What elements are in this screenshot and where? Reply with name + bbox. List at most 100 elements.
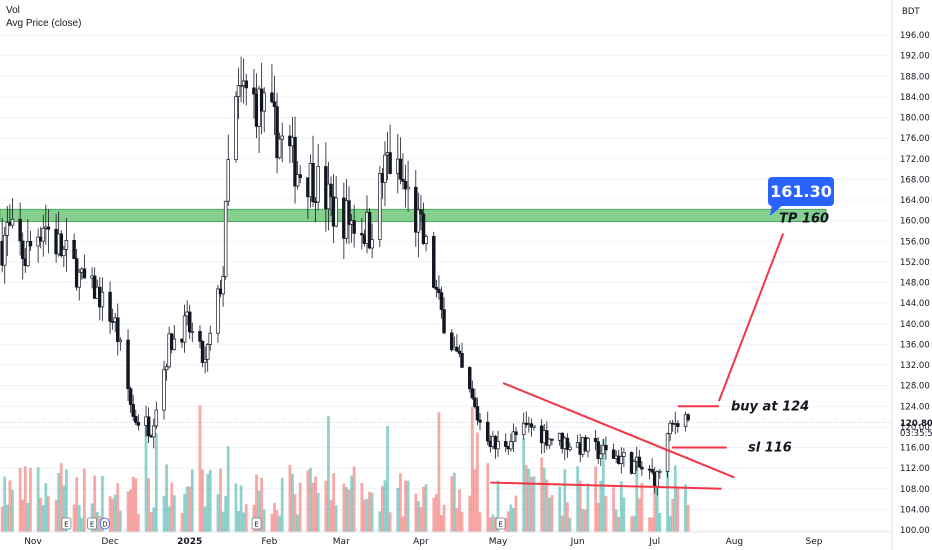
volume-bar — [658, 512, 662, 532]
volume-bar — [368, 491, 371, 532]
candle-body — [10, 218, 15, 226]
volume-bars — [0, 405, 690, 532]
price-tick-label: 136.00 — [900, 340, 930, 350]
candle-body — [686, 414, 690, 421]
candle-body — [655, 471, 660, 487]
volume-bar — [180, 512, 184, 532]
candle-body — [403, 180, 408, 190]
volume-bar — [82, 468, 86, 532]
candle-body — [167, 333, 171, 368]
volume-bar — [255, 474, 258, 532]
volume-bar — [512, 508, 515, 532]
candle-body — [216, 288, 220, 334]
candle-body — [676, 423, 680, 427]
volume-bar — [8, 480, 12, 532]
volume-bar — [57, 472, 61, 532]
time-tick-label: Jul — [648, 537, 660, 547]
volume-bar — [29, 468, 32, 532]
volume-bar — [291, 473, 294, 532]
lower-trend-line[interactable] — [490, 481, 722, 490]
event-marker[interactable] — [61, 517, 72, 530]
volume-bar — [329, 500, 333, 532]
volume-bar — [221, 511, 225, 532]
candle-body — [550, 438, 554, 441]
volume-bar — [550, 495, 554, 532]
candle-body — [100, 291, 105, 308]
candle-body — [205, 344, 210, 360]
candle-body — [352, 220, 356, 234]
volume-bar — [640, 482, 644, 532]
volume-bar — [237, 510, 240, 532]
candle-body — [485, 421, 490, 442]
candle-body — [367, 211, 372, 249]
candle-body — [450, 332, 454, 351]
upper-trend-line[interactable] — [502, 382, 735, 479]
candle-body — [398, 158, 403, 180]
candle-body — [568, 446, 572, 450]
price-tick-label: 196.00 — [900, 31, 930, 41]
candle-body — [460, 353, 464, 368]
volume-bar — [324, 480, 328, 532]
volume-bar — [183, 493, 186, 532]
price-tick-label: 132.00 — [900, 361, 930, 371]
volume-bar — [524, 465, 528, 532]
candle-body — [162, 369, 166, 411]
price-axis[interactable]: BDT100.00104.00108.00112.00116.00120.001… — [900, 7, 932, 536]
volume-bar — [334, 505, 338, 532]
volume-bar — [167, 506, 171, 532]
volume-bar — [126, 491, 130, 532]
volume-bar — [676, 488, 680, 532]
volume-bar — [586, 483, 590, 532]
volume-bar — [234, 483, 238, 532]
volume-bar — [242, 512, 246, 532]
volume-bar — [432, 497, 436, 532]
time-tick-label: Sep — [806, 537, 823, 547]
candle-body — [5, 222, 10, 236]
candle-body — [293, 136, 297, 187]
volume-bar — [162, 496, 166, 532]
candle-body — [226, 159, 231, 202]
candle-body — [565, 437, 570, 450]
volume-bar — [396, 487, 400, 532]
candle-body — [683, 414, 688, 427]
target-box[interactable] — [768, 177, 834, 206]
candle-body — [182, 315, 187, 343]
volume-bar — [576, 466, 580, 532]
volume-bar — [170, 482, 174, 532]
volume-bar — [47, 496, 50, 532]
volume-bar — [494, 516, 497, 532]
event-marker[interactable] — [495, 517, 506, 530]
candle-body — [509, 441, 513, 450]
event-marker[interactable] — [100, 517, 110, 530]
target-line[interactable] — [718, 233, 785, 402]
candle-body — [20, 240, 25, 260]
volume-bar — [532, 476, 536, 532]
price-tick-label: 176.00 — [900, 134, 930, 144]
volume-bar — [514, 495, 518, 532]
trend-lines[interactable] — [490, 233, 785, 490]
candle-body — [640, 466, 644, 470]
candle-body — [593, 437, 598, 443]
volume-bar — [424, 484, 428, 532]
event-marker[interactable] — [251, 517, 262, 530]
volume-bar — [414, 493, 418, 532]
event-marker[interactable] — [87, 517, 97, 530]
volume-bar — [622, 497, 626, 532]
price-tick-label: 152.00 — [900, 258, 930, 268]
candle-body — [434, 287, 439, 290]
volume-bar — [314, 476, 317, 532]
time-axis[interactable]: Nov Dec 2025 Feb Mar Apr May Jun Jul Aug Sep — [24, 537, 823, 547]
volume-bar — [671, 498, 675, 532]
volume-bar — [478, 512, 482, 532]
annotations[interactable]: buy at 124 sl 116 TP 160 161.30 — [731, 177, 834, 456]
volume-bar — [419, 507, 423, 532]
resistance-zone[interactable] — [0, 208, 827, 223]
buy-label: buy at 124 — [731, 399, 809, 414]
candle-body — [172, 338, 177, 350]
volume-bar — [473, 469, 477, 532]
volume-bar — [224, 496, 228, 532]
time-tick-label: May — [489, 537, 508, 547]
candle-body — [503, 441, 508, 447]
